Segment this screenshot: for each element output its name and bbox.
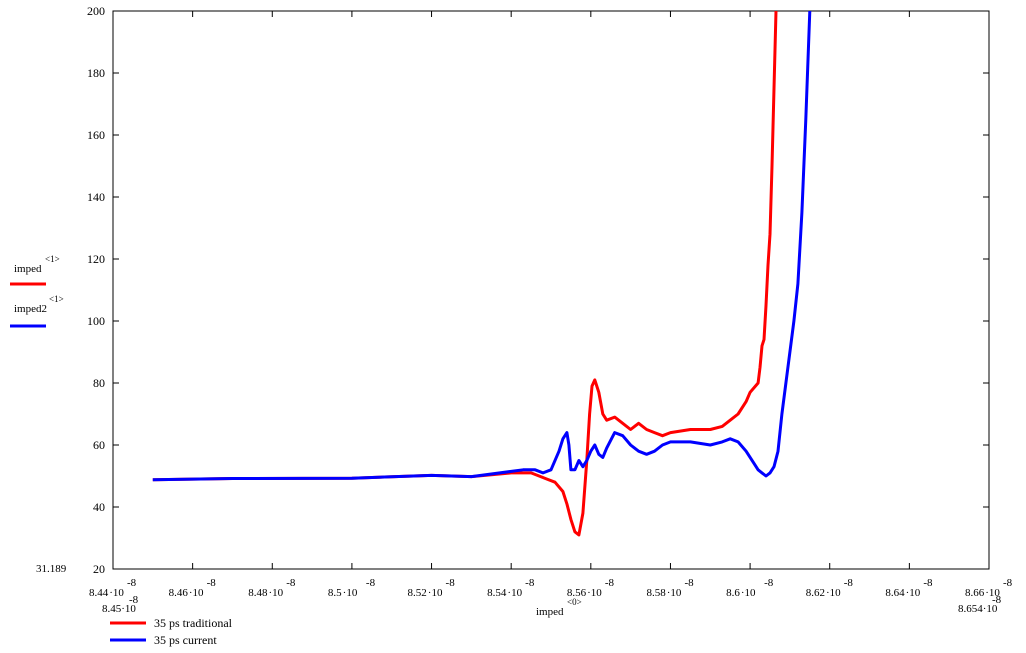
series-lines <box>152 10 812 537</box>
svg-text:imped2: imped2 <box>14 303 47 315</box>
x-tick-label-times: ·10 <box>189 587 204 599</box>
svg-text:<1>: <1> <box>49 294 64 304</box>
x-tick-label-exponent: -8 <box>844 577 854 589</box>
x-tick-label: 8.46 <box>169 587 189 599</box>
x-tick-label: 8.58 <box>646 587 666 599</box>
x-tick-label-times: ·10 <box>507 587 522 599</box>
x-tick-label-exponent: -8 <box>286 577 296 589</box>
x-tick-label: 8.62 <box>806 587 825 599</box>
y-tick-label: 200 <box>87 4 105 18</box>
x-tick-label-exponent: -8 <box>127 577 137 589</box>
x-tick-label: 8.5 <box>328 587 342 599</box>
x-range-max-label: 8.654·10 -8 <box>958 594 1002 615</box>
x-tick-label-exponent: -8 <box>366 577 376 589</box>
svg-text:35 ps traditional: 35 ps traditional <box>154 616 233 630</box>
y-tick-label: 40 <box>93 500 105 514</box>
x-tick-label-times: ·10 <box>343 587 358 599</box>
x-tick-label-times: ·10 <box>667 587 682 599</box>
x-tick-label-exponent: -8 <box>605 577 615 589</box>
x-tick-label: 8.56 <box>567 587 587 599</box>
svg-text:<1>: <1> <box>45 254 60 264</box>
svg-text:-8: -8 <box>992 594 1002 606</box>
y-tick-label: 180 <box>87 66 105 80</box>
x-tick-label-times: ·10 <box>826 587 841 599</box>
y-tick-label: 140 <box>87 190 105 204</box>
x-tick-label-times: ·10 <box>269 587 284 599</box>
legend-item-current: 35 ps current <box>110 633 217 647</box>
x-tick-label-exponent: -8 <box>525 577 535 589</box>
x-tick-label: 8.44 <box>89 587 109 599</box>
x-tick-label-times: ·10 <box>587 587 602 599</box>
y-tick-labels: 20 40 60 80 100 120 140 160 180 200 <box>87 4 105 576</box>
legend-item-traditional: 35 ps traditional <box>110 616 233 630</box>
svg-text:imped: imped <box>14 263 42 275</box>
x-tick-label-times: ·10 <box>741 587 756 599</box>
y-tick-label: 120 <box>87 252 105 266</box>
series-line-1 <box>152 10 812 482</box>
svg-text:<0>: <0> <box>567 597 582 607</box>
x-tick-label-exponent: -8 <box>923 577 933 589</box>
x-tick-label: 8.48 <box>248 587 268 599</box>
x-tick-label: 8.66 <box>965 587 985 599</box>
series-line-0 <box>152 10 778 537</box>
y-tick-label: 80 <box>93 376 105 390</box>
x-tick-label-times: ·10 <box>428 587 443 599</box>
x-tick-labels: 8.44·10-88.46·10-88.48·10-88.5·10-88.52 ·… <box>89 577 1013 599</box>
svg-text:-8: -8 <box>129 594 139 606</box>
y-min-label: 31.189 <box>36 563 67 575</box>
x-tick-label: 8.54 <box>487 587 507 599</box>
axis-ticks <box>112 10 990 570</box>
svg-text:imped: imped <box>536 606 564 618</box>
x-tick-label-times: ·10 <box>109 587 124 599</box>
x-tick-label-times: ·10 <box>985 587 1000 599</box>
y-tick-label: 160 <box>87 128 105 142</box>
y-tick-label: 100 <box>87 314 105 328</box>
svg-text:35 ps current: 35 ps current <box>154 633 217 647</box>
x-tick-label: 8.64 <box>885 587 905 599</box>
x-tick-label: 8.6 <box>726 587 740 599</box>
x-tick-label-exponent: -8 <box>446 577 456 589</box>
svg-text:8.654·10: 8.654·10 <box>958 603 998 615</box>
x-tick-label: 8.52 <box>408 587 427 599</box>
plot-frame <box>112 10 990 570</box>
x-tick-label-times: ·10 <box>906 587 921 599</box>
x-axis-label: imped <0> <box>536 597 582 618</box>
legend: 35 ps traditional 35 ps current <box>110 616 233 647</box>
y-axis-legend-imped2: imped2 <1> <box>10 294 64 328</box>
y-tick-label: 60 <box>93 438 105 452</box>
y-tick-label: 20 <box>93 562 105 576</box>
x-tick-label-exponent: -8 <box>207 577 217 589</box>
x-tick-label-exponent: -8 <box>684 577 694 589</box>
svg-text:8.45·10: 8.45·10 <box>102 603 136 615</box>
x-tick-label-exponent: -8 <box>1003 577 1013 589</box>
x-range-min-label: 8.45·10 -8 <box>102 594 139 615</box>
x-tick-label-exponent: -8 <box>764 577 774 589</box>
y-axis-legend-imped: imped <1> <box>10 254 60 286</box>
